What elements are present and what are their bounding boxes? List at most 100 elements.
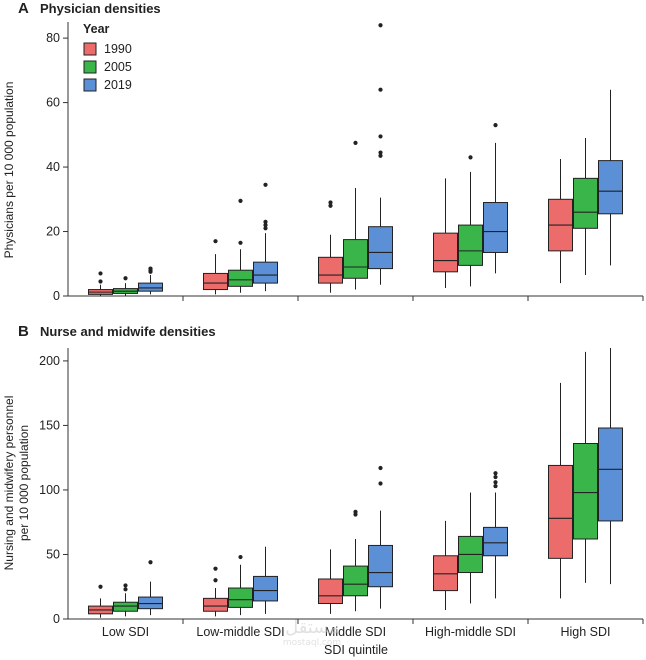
- outlier-point: [378, 153, 383, 158]
- box-iqr: [433, 232, 458, 273]
- x-category-label: High SDI: [560, 625, 610, 639]
- y-tick-label: 50: [46, 547, 60, 561]
- panel-b-nurse-midwife-densities: B Nurse and midwife densities Nursing an…: [2, 323, 644, 657]
- outlier-point: [213, 578, 218, 583]
- outlier-point: [123, 276, 128, 281]
- box-2019-low-middle-sdi: [253, 546, 278, 614]
- legend-swatch-1990: [83, 42, 97, 56]
- box-2019-high-middle-sdi: [483, 471, 508, 599]
- box-iqr: [343, 239, 368, 279]
- outlier-point: [378, 150, 383, 155]
- legend-title: Year: [83, 22, 110, 36]
- legend-label-2019: 2019: [104, 78, 132, 92]
- outlier-point: [328, 200, 333, 205]
- box-iqr: [203, 272, 228, 291]
- box-2005-low-sdi: [113, 583, 138, 617]
- box-2019-low-sdi: [138, 266, 163, 295]
- box-iqr: [113, 601, 138, 612]
- outlier-point: [98, 271, 103, 276]
- y-tick-label: 150: [39, 418, 60, 432]
- outlier-point: [493, 480, 498, 485]
- box-1990-high-sdi: [548, 382, 573, 599]
- legend-swatch-2005: [83, 60, 97, 74]
- panel-a-y-ticks: 0 20 40 60 80: [46, 31, 68, 303]
- outlier-point: [353, 140, 358, 145]
- box-1990-middle-sdi: [318, 200, 343, 293]
- panel-b-y-axis-title-line-1: Nursing and midwifery personnel: [2, 396, 16, 571]
- box-1990-low-middle-sdi: [203, 239, 228, 295]
- outlier-point: [263, 182, 268, 187]
- box-1990-high-middle-sdi: [433, 178, 458, 288]
- box-iqr: [253, 575, 278, 602]
- x-category-label: High-middle SDI: [425, 625, 516, 639]
- panel-a-title: Physician densities: [40, 1, 161, 16]
- y-tick-label: 0: [53, 289, 60, 303]
- box-iqr: [573, 442, 598, 540]
- box-2005-high-middle-sdi: [458, 492, 483, 604]
- box-2005-low-middle-sdi: [228, 198, 253, 293]
- legend: Year 1990 2005 2019: [83, 22, 132, 92]
- outlier-point: [148, 266, 153, 271]
- box-iqr: [368, 226, 393, 270]
- outlier-point: [213, 239, 218, 244]
- x-category-label: Middle SDI: [325, 625, 386, 639]
- legend-swatch-2019: [83, 78, 97, 92]
- outlier-point: [378, 481, 383, 486]
- panel-a-physician-densities: A Physician densities Physicians per 10 …: [2, 0, 644, 303]
- box-2019-low-middle-sdi: [253, 182, 278, 292]
- box-iqr: [343, 565, 368, 597]
- box-iqr: [433, 555, 458, 592]
- box-iqr: [228, 269, 253, 287]
- box-iqr: [253, 261, 278, 284]
- y-tick-label: 100: [39, 483, 60, 497]
- panel-a-letter: A: [18, 0, 29, 17]
- y-tick-label: 200: [39, 354, 60, 368]
- box-2005-high-middle-sdi: [458, 155, 483, 287]
- panel-b-title: Nurse and midwife densities: [40, 324, 216, 339]
- svg-text:mostaql.com: mostaql.com: [283, 638, 341, 648]
- watermark-logo: مستقل mostaql.com: [283, 617, 341, 648]
- box-1990-low-sdi: [88, 584, 113, 618]
- box-iqr: [483, 526, 508, 557]
- box-2019-high-sdi: [598, 89, 623, 266]
- box-iqr: [318, 256, 343, 284]
- box-iqr: [368, 544, 393, 588]
- outlier-point: [493, 474, 498, 480]
- outlier-point: [353, 509, 358, 514]
- panel-b-y-axis-title-line-2: per 10 000 population: [17, 425, 31, 541]
- outlier-point: [468, 155, 473, 160]
- panel-a-y-axis-title: Physicians per 10 000 population: [2, 82, 16, 259]
- outlier-point: [213, 566, 218, 571]
- y-tick-label: 0: [53, 612, 60, 626]
- box-2005-high-sdi: [573, 138, 598, 276]
- x-category-label: Low SDI: [102, 625, 149, 639]
- box-2019-low-sdi: [138, 560, 163, 616]
- outlier-point: [238, 198, 243, 204]
- panel-b-y-ticks: 0 50 100 150 200: [39, 354, 68, 626]
- legend-label-1990: 1990: [104, 42, 132, 56]
- box-iqr: [458, 224, 483, 266]
- legend-label-2005: 2005: [104, 60, 132, 74]
- box-iqr: [138, 282, 163, 292]
- outlier-point: [378, 87, 383, 92]
- box-2005-middle-sdi: [343, 509, 368, 612]
- outlier-point: [378, 134, 383, 139]
- box-2019-middle-sdi: [368, 465, 393, 609]
- y-tick-label: 20: [46, 225, 60, 239]
- y-tick-label: 80: [46, 31, 60, 45]
- box-1990-middle-sdi: [318, 549, 343, 614]
- svg-text:مستقل: مستقل: [285, 617, 339, 638]
- outlier-point: [238, 554, 243, 560]
- y-tick-label: 60: [46, 96, 60, 110]
- box-iqr: [548, 464, 573, 559]
- box-iqr: [138, 596, 163, 610]
- box-2005-middle-sdi: [343, 140, 368, 290]
- outlier-point: [378, 23, 383, 28]
- box-2019-middle-sdi: [368, 23, 393, 285]
- box-2005-low-sdi: [113, 276, 138, 296]
- box-iqr: [203, 597, 228, 612]
- panel-b-x-ticks: Low SDI Low-middle SDI Middle SDI High-midd…: [102, 619, 644, 639]
- outlier-point: [123, 583, 128, 588]
- outlier-point: [263, 219, 268, 224]
